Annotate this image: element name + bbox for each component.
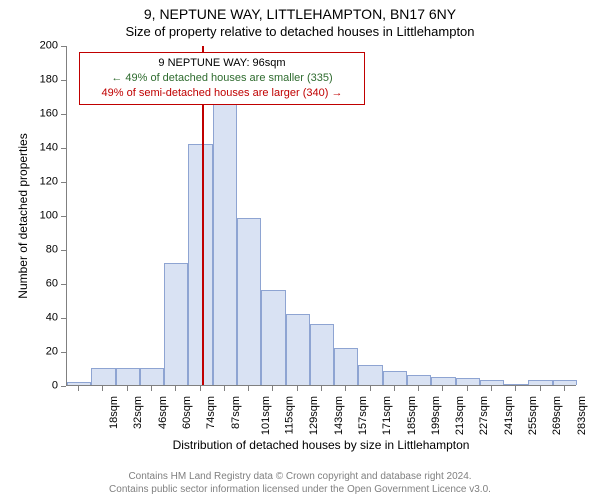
y-tick-mark — [61, 352, 66, 353]
property-info-box: 9 NEPTUNE WAY: 96sqm ← 49% of detached h… — [79, 52, 365, 105]
y-tick-label: 0 — [52, 381, 58, 392]
chart-title-sub: Size of property relative to detached ho… — [0, 24, 600, 39]
y-tick-mark — [61, 46, 66, 47]
x-tick-label: 199sqm — [431, 396, 442, 435]
x-tick-mark — [297, 386, 298, 391]
x-tick-label: 227sqm — [480, 396, 491, 435]
y-tick-mark — [61, 182, 66, 183]
x-tick-label: 283sqm — [577, 396, 588, 435]
x-tick-label: 269sqm — [552, 396, 563, 435]
x-tick-label: 18sqm — [109, 396, 120, 429]
histogram-bar — [237, 218, 261, 385]
x-tick-label: 74sqm — [206, 396, 217, 429]
chart-title-main: 9, NEPTUNE WAY, LITTLEHAMPTON, BN17 6NY — [0, 6, 600, 22]
x-tick-mark — [248, 386, 249, 391]
histogram-bar — [334, 348, 358, 385]
x-tick-mark — [200, 386, 201, 391]
y-tick-mark — [61, 148, 66, 149]
histogram-bar — [310, 324, 334, 385]
y-tick-label: 180 — [40, 75, 58, 86]
histogram-bar — [553, 380, 577, 385]
chart-footer: Contains HM Land Registry data © Crown c… — [0, 471, 600, 496]
histogram-bar — [67, 382, 91, 385]
x-tick-mark — [540, 386, 541, 391]
x-tick-label: 129sqm — [310, 396, 321, 435]
histogram-bar — [188, 144, 212, 385]
histogram-bar — [358, 365, 382, 385]
x-tick-mark — [175, 386, 176, 391]
y-tick-mark — [61, 80, 66, 81]
y-tick-mark — [61, 284, 66, 285]
y-tick-label: 60 — [46, 279, 58, 290]
x-tick-mark — [127, 386, 128, 391]
y-tick-mark — [61, 216, 66, 217]
x-tick-mark — [467, 386, 468, 391]
x-tick-label: 213sqm — [455, 396, 466, 435]
x-tick-mark — [321, 386, 322, 391]
y-tick-label: 40 — [46, 313, 58, 324]
chart-container: 9, NEPTUNE WAY, LITTLEHAMPTON, BN17 6NY … — [0, 0, 600, 500]
info-line-3: 49% of semi-detached houses are larger (… — [86, 86, 358, 101]
footer-line-1: Contains HM Land Registry data © Crown c… — [0, 471, 600, 484]
x-tick-label: 143sqm — [334, 396, 345, 435]
footer-line-2: Contains public sector information licen… — [0, 484, 600, 497]
y-tick-mark — [61, 114, 66, 115]
histogram-bar — [504, 384, 528, 385]
x-tick-label: 87sqm — [231, 396, 242, 429]
x-tick-mark — [418, 386, 419, 391]
histogram-bar — [383, 371, 407, 385]
histogram-bar — [261, 290, 285, 385]
y-tick-label: 100 — [40, 211, 58, 222]
y-tick-mark — [61, 318, 66, 319]
histogram-bar — [140, 368, 164, 385]
info-line-1: 9 NEPTUNE WAY: 96sqm — [86, 56, 358, 71]
x-tick-mark — [345, 386, 346, 391]
histogram-bar — [286, 314, 310, 385]
x-axis-label: Distribution of detached houses by size … — [66, 438, 576, 452]
y-tick-mark — [61, 386, 66, 387]
histogram-bar — [91, 368, 115, 385]
x-tick-mark — [394, 386, 395, 391]
x-tick-label: 115sqm — [284, 396, 295, 434]
x-tick-mark — [102, 386, 103, 391]
y-tick-label: 140 — [40, 143, 58, 154]
x-tick-label: 255sqm — [528, 396, 539, 435]
y-tick-mark — [61, 250, 66, 251]
x-tick-label: 171sqm — [382, 396, 393, 435]
info-line-2: ← 49% of detached houses are smaller (33… — [86, 71, 358, 86]
histogram-bar — [164, 263, 188, 385]
histogram-bar — [480, 380, 504, 385]
histogram-bar — [528, 380, 552, 385]
y-tick-label: 80 — [46, 245, 58, 256]
x-tick-mark — [224, 386, 225, 391]
y-tick-label: 120 — [40, 177, 58, 188]
x-tick-label: 32sqm — [133, 396, 144, 429]
histogram-bar — [116, 368, 140, 385]
histogram-bar — [431, 377, 455, 386]
y-axis-label: Number of detached properties — [16, 116, 30, 316]
x-tick-mark — [442, 386, 443, 391]
x-tick-label: 101sqm — [261, 396, 272, 435]
x-tick-label: 241sqm — [504, 396, 515, 435]
x-tick-mark — [491, 386, 492, 391]
x-tick-label: 46sqm — [158, 396, 169, 429]
x-tick-mark — [78, 386, 79, 391]
x-tick-label: 60sqm — [182, 396, 193, 429]
x-tick-label: 157sqm — [358, 396, 369, 435]
x-tick-mark — [564, 386, 565, 391]
y-tick-label: 200 — [40, 41, 58, 52]
x-tick-mark — [272, 386, 273, 391]
x-tick-mark — [151, 386, 152, 391]
y-tick-label: 20 — [46, 347, 58, 358]
y-tick-label: 160 — [40, 109, 58, 120]
x-tick-mark — [515, 386, 516, 391]
histogram-bar — [456, 378, 480, 385]
plot-area: 9 NEPTUNE WAY: 96sqm ← 49% of detached h… — [66, 46, 576, 386]
histogram-bar — [213, 99, 237, 385]
x-tick-label: 185sqm — [407, 396, 418, 435]
histogram-bar — [407, 375, 431, 385]
x-tick-mark — [370, 386, 371, 391]
